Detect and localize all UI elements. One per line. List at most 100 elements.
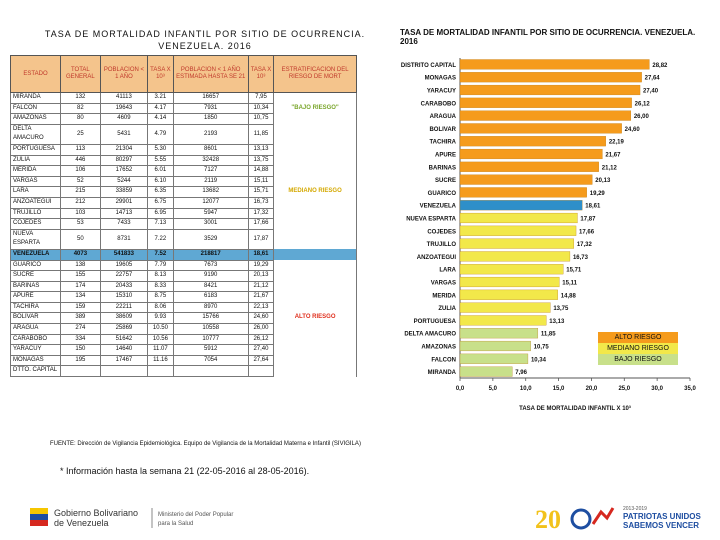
table-cell: 27,40 <box>247 344 275 356</box>
table-cell: 22211 <box>99 301 149 314</box>
bar <box>459 72 642 83</box>
table-cell: 20433 <box>99 280 149 293</box>
table-row: FALCON 82 19643 4.17 7931 10,34 "BAJO RIESGO" <box>9 102 357 115</box>
table-header-4: POBLACION < 1 AÑO ESTIMADA HASTA SE 21 <box>172 55 249 93</box>
risk-stratum-cell <box>273 281 357 292</box>
table-header-3: TASA X 10³ <box>147 55 174 93</box>
table-cell: 9.93 <box>147 312 174 325</box>
table-cell: 7.13 <box>147 218 174 230</box>
table-row: VENEZUELA 4073 541833 7.52 218817 18,61 <box>9 248 357 261</box>
table-row: AMAZONAS 80 4609 4.14 1850 10,75 <box>9 113 357 125</box>
table-cell: 7931 <box>172 102 249 115</box>
risk-stratum-cell <box>273 270 357 282</box>
data-label: 19,29 <box>590 191 606 197</box>
table-cell: 8.06 <box>147 301 174 314</box>
table-cell-state: ARAGUA <box>9 323 62 335</box>
bar <box>459 353 529 364</box>
table-cell: 19643 <box>99 102 149 115</box>
table-cell: 21,67 <box>247 291 275 303</box>
table-cell: 132 <box>60 92 101 104</box>
source-note: FUENTE: Dirección de Vigilancia Epidemio… <box>50 441 361 447</box>
data-label: 15,11 <box>562 281 577 287</box>
risk-stratum-cell <box>273 302 357 313</box>
table-cell-state: AMAZONAS <box>9 113 62 125</box>
category-label: LARA <box>439 268 456 274</box>
table-cell: 218817 <box>172 248 249 261</box>
table-cell: 10777 <box>172 333 249 346</box>
table-cell: 4.14 <box>147 113 174 125</box>
data-label: 15,71 <box>566 268 582 274</box>
table-cell: 3529 <box>172 228 249 250</box>
table-cell: 53 <box>60 218 101 230</box>
table-cell <box>147 365 174 378</box>
table-cell: 21,12 <box>247 280 275 293</box>
table-cell: 51642 <box>99 333 149 346</box>
table-cell: 12077 <box>172 196 249 209</box>
table-header-5: TASA X 10³ <box>247 55 275 93</box>
bar <box>459 302 551 313</box>
table-header-0: ESTADO <box>9 55 62 93</box>
table-cell: 9190 <box>172 270 249 282</box>
risk-stratum-cell <box>273 124 357 145</box>
risk-stratum-cell <box>273 176 357 187</box>
bar <box>459 59 650 70</box>
table-cell: 6183 <box>172 291 249 303</box>
data-label: 17,32 <box>577 242 593 248</box>
table-row: COJEDES 53 7433 7.13 3001 17,66 <box>9 218 357 230</box>
legend-item: MEDIANO RIESGO <box>598 343 678 354</box>
logo-text-3: Ministerio del Poder Popular <box>158 512 233 518</box>
table-cell-state: LARA <box>9 186 62 198</box>
table-cell: 38609 <box>99 312 149 325</box>
table-cell: 8.13 <box>147 270 174 282</box>
table-cell: 5244 <box>99 175 149 188</box>
table-cell: 138 <box>60 259 101 272</box>
table-title: TASA DE MORTALIDAD INFANTIL POR SITIO DE… <box>40 28 370 52</box>
chart-title: TASA DE MORTALIDAD INFANTIL POR SITIO DE… <box>400 28 696 46</box>
table-cell: 2119 <box>172 175 249 188</box>
table-cell: 82 <box>60 102 101 115</box>
table-cell-state: MONAGAS <box>9 354 62 367</box>
table-cell: 20,13 <box>247 270 275 282</box>
table-cell: 5.55 <box>147 154 174 167</box>
x-tick-label: 15,0 <box>553 386 565 392</box>
table-cell-state: MERIDA <box>9 165 62 177</box>
data-label: 27,40 <box>643 89 659 95</box>
bar <box>459 264 564 275</box>
table-cell: 21304 <box>99 143 149 156</box>
data-label: 20,13 <box>595 178 611 184</box>
table-title-line-2: VENEZUELA. 2016 <box>158 41 252 51</box>
table-cell: 13,13 <box>247 143 275 156</box>
bar <box>459 340 531 352</box>
risk-stratum-cell <box>273 155 357 166</box>
table-cell: 10.50 <box>147 323 174 335</box>
x-tick-label: 10,0 <box>520 386 532 392</box>
table-cell-state: TACHIRA <box>9 301 62 314</box>
table-cell-state: ZULIA <box>9 154 62 167</box>
table-row: ZULIA 446 80297 5.55 32428 13,75 <box>9 154 357 167</box>
table-cell-state: MIRANDA <box>9 92 62 104</box>
table-cell: 16,73 <box>247 196 275 209</box>
table-cell: 17652 <box>99 165 149 177</box>
table-cell-state: DTTO. CAPITAL <box>9 365 62 378</box>
table-cell: 26,12 <box>247 333 275 346</box>
table-row: YARACUY 150 14640 11.07 5912 27,40 <box>9 344 357 356</box>
table-cell: 334 <box>60 333 101 346</box>
table-cell: 80297 <box>99 154 149 167</box>
bar <box>459 123 622 134</box>
bar <box>459 289 558 300</box>
table-cell: 5431 <box>99 123 149 145</box>
category-label: PORTUGUESA <box>414 319 457 325</box>
category-label: VENEZUELA <box>420 204 457 210</box>
table-cell: 7127 <box>172 165 249 177</box>
table-cell: 17467 <box>99 354 149 367</box>
category-label: BARINAS <box>429 165 456 171</box>
data-label: 28,82 <box>652 63 668 69</box>
table-cell: 159 <box>60 301 101 314</box>
table-header-6: ESTRATIFICACION DEL RIESGO DE MORT <box>273 55 357 93</box>
category-label: BOLIVAR <box>429 127 456 133</box>
x-tick-label: 0,0 <box>456 386 465 392</box>
table-cell-state: BOLIVAR <box>9 312 62 325</box>
x-tick-label: 5,0 <box>489 386 498 392</box>
table-cell: 15310 <box>99 291 149 303</box>
data-label: 17,87 <box>580 217 596 223</box>
